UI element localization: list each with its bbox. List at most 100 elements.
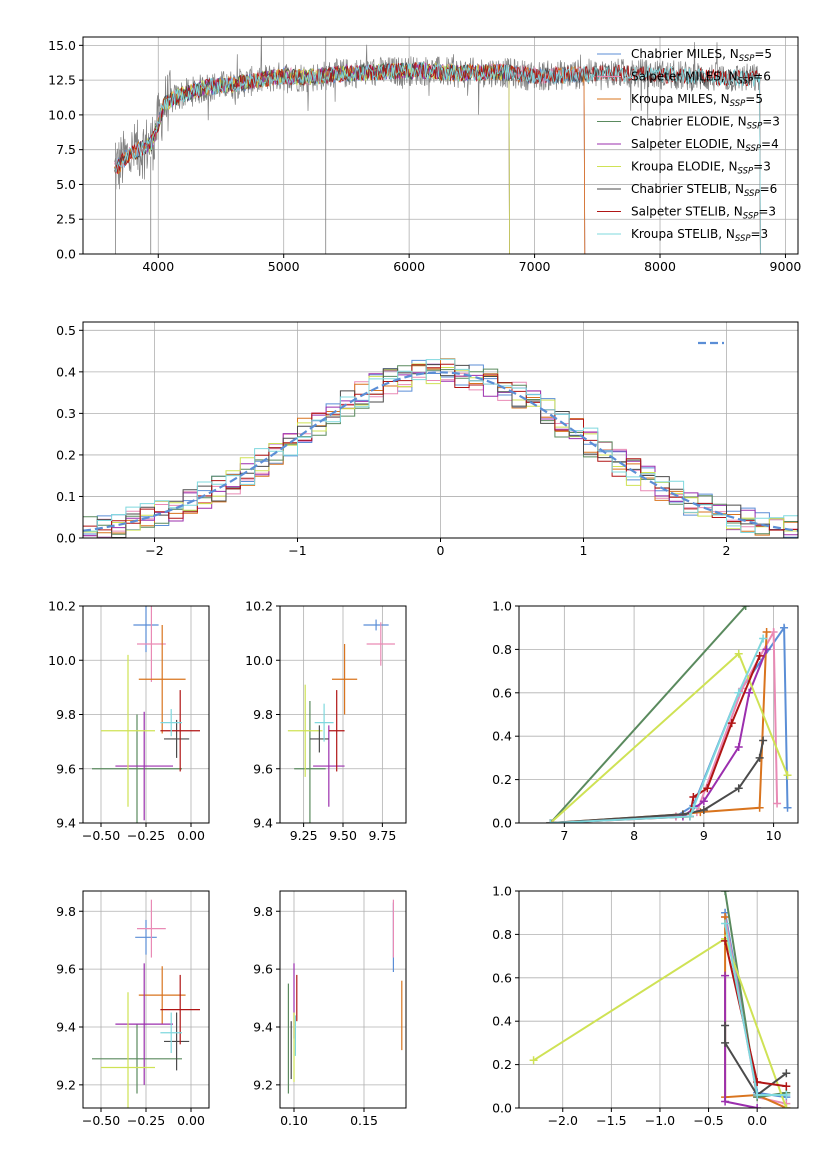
x-tick-label: −1 xyxy=(288,543,306,558)
legend-label-kroupa_miles: Kroupa MILES, NSSP=5 xyxy=(631,92,763,109)
y-tick-label: 10.0 xyxy=(48,107,76,122)
weight-marker-salpeter_elodie xyxy=(762,645,771,654)
x-tick-label: −2.0 xyxy=(548,1113,578,1128)
axes-frame xyxy=(82,36,799,255)
legend-label-kroupa_stelib: Kroupa STELIB, NSSP=3 xyxy=(631,227,768,244)
y-tick-label: 0.2 xyxy=(492,772,512,787)
legend-label-sub: SSP xyxy=(745,144,761,154)
weight-line-chabrier_miles xyxy=(550,624,789,823)
x-tick-label: 7000 xyxy=(519,259,551,274)
y-tick-label: 7.5 xyxy=(56,142,76,157)
legend-label-text: Salpeter MILES, N xyxy=(631,70,738,84)
axes-frame xyxy=(279,890,407,1109)
x-tick-label: 9.75 xyxy=(368,828,396,843)
y-tick-label: 9.8 xyxy=(253,904,273,919)
weight-marker-kroupa_elodie xyxy=(734,649,743,658)
weight-marker-chabrier_stelib xyxy=(759,736,768,745)
grid xyxy=(519,605,798,824)
weight-marker-salpeter_elodie xyxy=(745,688,754,697)
legend-label-suffix: =3 xyxy=(762,115,780,129)
plot-age_vs_mass: 9.25 9.50 9.75 9.4 9.6 9.8 10.0 10.2 xyxy=(245,599,407,843)
plot-massweight_vs_age: 7 8 9 10 0.0 0.2 0.4 0.6 0.8 1.0 xyxy=(492,599,799,843)
weight-marker-salpeter_elodie xyxy=(721,1097,730,1106)
weight-marker-kroupa_elodie xyxy=(529,1056,538,1065)
x-tick-label: 0.00 xyxy=(177,828,205,843)
legend-label-sub: SSP xyxy=(744,189,760,199)
model-spectrum-kroupa_stelib xyxy=(114,62,761,254)
weight-marker-salpeter_stelib xyxy=(703,784,712,793)
legend-label-salpeter_miles: Salpeter MILES, NSSP=6 xyxy=(631,70,771,87)
y-tick-label: 9.8 xyxy=(56,707,76,722)
weight-marker-salpeter_elodie xyxy=(721,971,730,980)
x-tick-label: 0 xyxy=(437,543,445,558)
y-tick-label: 0.0 xyxy=(56,247,76,262)
x-tick-label: −0.50 xyxy=(82,1113,120,1128)
x-tick-label: −2 xyxy=(145,543,163,558)
legend-label-text: Kroupa ELODIE, N xyxy=(631,160,738,174)
y-tick-label: 9.4 xyxy=(253,1019,273,1034)
legend-label-suffix: =5 xyxy=(745,92,763,106)
legend-label-suffix: =3 xyxy=(751,227,769,241)
grid xyxy=(280,891,406,1108)
plot-area xyxy=(83,358,798,538)
weight-marker-chabrier_miles xyxy=(780,623,789,632)
weight-marker-chabrier_stelib xyxy=(782,1069,791,1078)
x-tick-label: 9.25 xyxy=(290,828,318,843)
x-tick-label: 0.10 xyxy=(280,1113,308,1128)
weight-marker-salpeter_miles xyxy=(769,628,778,637)
y-tick-label: 12.5 xyxy=(48,73,76,88)
y-tick-label: 1.0 xyxy=(492,884,512,899)
legend-label-text: Kroupa MILES, N xyxy=(631,92,730,106)
weight-marker-kroupa_miles xyxy=(762,628,771,637)
legend-label-sub: SSP xyxy=(738,77,754,87)
x-tick-label: 9000 xyxy=(770,259,802,274)
weight-line-chabrier_elodie xyxy=(724,891,787,1099)
y-tick-label: 1.0 xyxy=(492,599,512,614)
y-tick-label: 9.2 xyxy=(253,1077,273,1092)
weight-marker-kroupa_stelib xyxy=(685,812,694,821)
y-tick-label: 0.1 xyxy=(56,489,76,504)
y-tick-label: 15.0 xyxy=(48,38,76,53)
legend-label-sub: SSP xyxy=(739,54,755,64)
plot-area xyxy=(546,606,792,823)
plot-age_vs_Z: −0.50 −0.25 0.00 9.4 9.6 9.8 10.0 10.2 xyxy=(48,599,210,843)
legend-label-chabrier_stelib: Chabrier STELIB, NSSP=6 xyxy=(631,182,777,199)
legend-label-suffix: =3 xyxy=(758,205,776,219)
y-tick-label: 9.4 xyxy=(253,816,273,831)
x-tick-label: −0.5 xyxy=(693,1113,723,1128)
weight-marker-chabrier_stelib xyxy=(699,805,708,814)
weight-marker-kroupa_stelib xyxy=(689,803,698,812)
y-tick-label: 9.6 xyxy=(253,962,273,977)
legend-label-sub: SSP xyxy=(730,99,746,109)
legend-label-suffix: =5 xyxy=(754,47,772,61)
legend-label-text: Chabrier STELIB, N xyxy=(631,182,744,196)
y-tick-label: 0.4 xyxy=(492,1014,512,1029)
legend-label-suffix: =6 xyxy=(760,182,778,196)
histogram-kroupa_stelib xyxy=(83,358,798,533)
x-tick-label: 6000 xyxy=(393,259,425,274)
weight-marker-salpeter_stelib xyxy=(782,1082,791,1091)
x-tick-label: −0.50 xyxy=(82,828,120,843)
legend-label-chabrier_miles: Chabrier MILES, NSSP=5 xyxy=(631,47,772,64)
y-tick-label: 10.0 xyxy=(245,653,273,668)
weight-line-chabrier_miles xyxy=(724,912,787,1099)
y-tick-label: 9.6 xyxy=(56,962,76,977)
legend-label-chabrier_elodie: Chabrier ELODIE, NSSP=3 xyxy=(631,115,780,132)
x-tick-label: 8 xyxy=(630,828,638,843)
weight-line-kroupa_elodie xyxy=(549,651,789,823)
weight-marker-salpeter_stelib xyxy=(727,719,736,728)
y-tick-label: 0.3 xyxy=(56,406,76,421)
x-tick-label: 8000 xyxy=(644,259,676,274)
legend-label-text: Chabrier MILES, N xyxy=(631,47,739,61)
weight-marker-salpeter_stelib xyxy=(755,651,764,660)
y-tick-label: 9.8 xyxy=(253,707,273,722)
weight-marker-kroupa_elodie xyxy=(783,771,792,780)
weight-marker-kroupa_stelib xyxy=(759,634,768,643)
grid xyxy=(280,605,406,824)
x-tick-label: −0.25 xyxy=(127,1113,165,1128)
legend-label-sub: SSP xyxy=(738,167,754,177)
y-tick-label: 10.2 xyxy=(245,599,273,614)
weight-line-chabrier_elodie xyxy=(549,606,747,823)
